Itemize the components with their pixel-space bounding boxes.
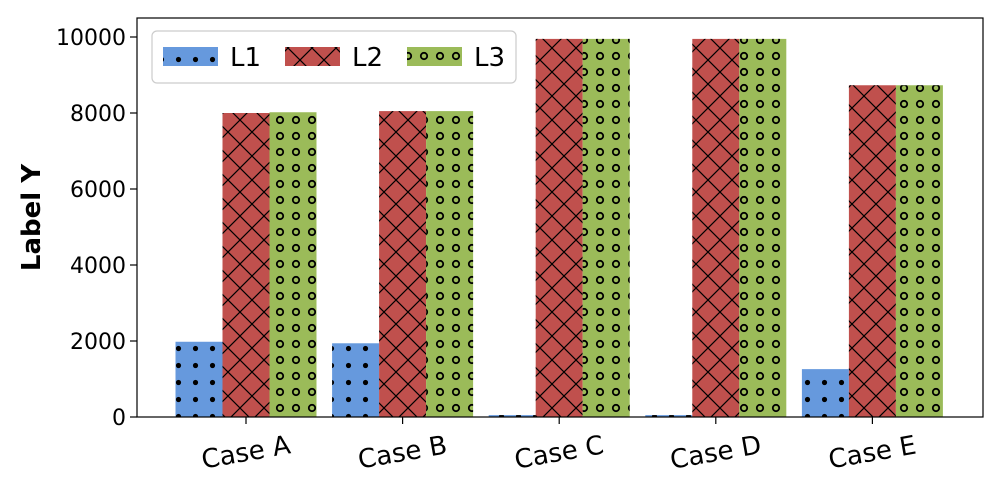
plot-area-frame [136,17,984,418]
y-tick-label: 10000 [56,26,126,51]
bar-pattern-l2-case-e [848,85,896,417]
legend-label-l2: L2 [352,43,383,73]
x-tick-label-case-c: Case C [512,430,606,475]
legend-item-l3: L3 [407,43,505,73]
y-axis-title: Label Y [17,163,47,271]
bars-group [175,38,943,418]
legend-label-l3: L3 [474,43,505,73]
legend-item-l1: L1 [163,43,261,73]
y-tick-label: 6000 [70,178,126,203]
bar-pattern-l1-case-c [488,415,536,417]
bar-pattern-l2-case-c [535,38,583,418]
y-tick-label: 8000 [70,102,126,127]
bar-pattern-l1-case-b [332,343,380,417]
bar-pattern-l1-case-e [801,369,849,417]
legend-label-l1: L1 [230,43,261,73]
x-tick-label-case-a: Case A [199,430,293,475]
bar-pattern-l1-case-d [645,415,693,417]
legend-swatch-pattern-l3 [407,47,462,66]
x-tick-label-case-b: Case B [356,430,450,475]
bar-pattern-l3-case-b [426,111,474,417]
bar-pattern-l2-case-a [222,113,270,417]
bar-pattern-l3-case-d [739,38,787,418]
x-tick-label-case-e: Case E [826,431,918,476]
bar-pattern-l1-case-a [175,341,223,417]
bar-pattern-l3-case-e [895,85,943,417]
bar-pattern-l3-case-a [269,112,317,418]
legend-item-l2: L2 [285,43,383,73]
bar-pattern-l3-case-c [582,38,630,418]
y-tick-label: 0 [112,406,126,431]
legend: L1 L2 L3 [151,30,517,84]
y-axis: 0 2000 4000 6000 8000 10000 [56,26,137,431]
y-tick-label: 2000 [70,330,126,355]
legend-swatch-pattern-l1 [163,47,218,66]
bar-pattern-l2-case-b [379,111,427,417]
bar-pattern-l2-case-d [692,38,740,418]
legend-swatch-pattern-l2 [285,47,340,66]
x-tick-label-case-d: Case D [668,430,764,476]
x-axis: Case A Case B Case C Case D Case E [199,417,918,476]
y-tick-label: 4000 [70,254,126,279]
